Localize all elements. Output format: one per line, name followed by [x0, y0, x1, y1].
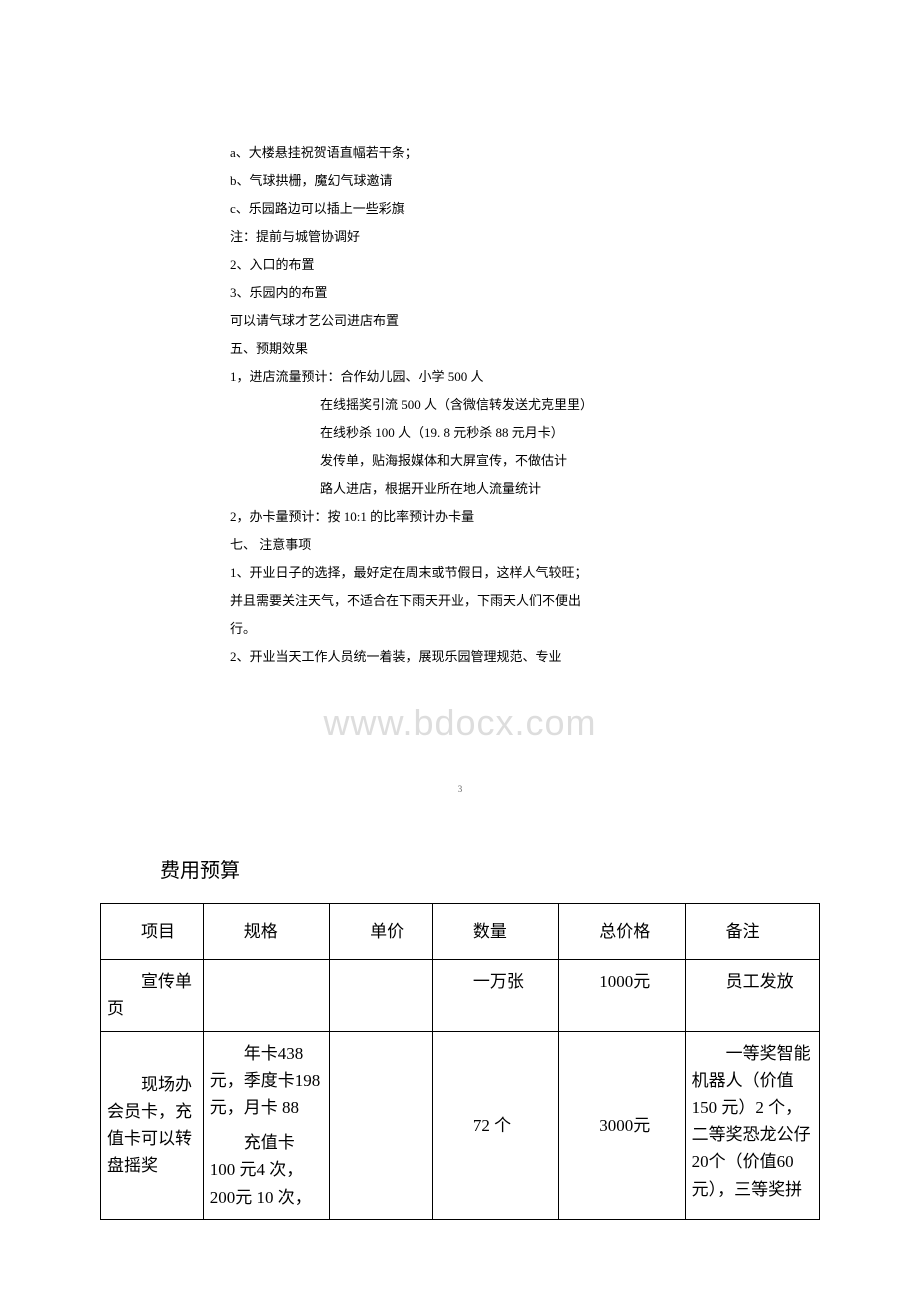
text-line: 注：提前与城管协调好 — [230, 224, 690, 250]
text-line: 五、预期效果 — [230, 336, 690, 362]
cell-spec — [203, 960, 329, 1031]
header-spec: 规格 — [203, 904, 329, 960]
document-body-text: a、大楼悬挂祝贺语直幅若干条； b、气球拱栅，魔幻气球邀请 c、乐园路边可以插上… — [0, 0, 920, 712]
text-line: 七、 注意事项 — [230, 532, 690, 558]
header-price: 单价 — [330, 904, 433, 960]
budget-table: 项目 规格 单价 数量 总价格 备注 宣传单页 一万张 1000元 员工发放 现… — [100, 903, 820, 1220]
text-line-indent: 发传单，贴海报媒体和大屏宣传，不做估计 — [230, 448, 690, 474]
cell-note: 一等奖智能机器人（价值 150 元）2 个，二等奖恐龙公仔 20个（价值60 元… — [685, 1031, 819, 1219]
text-line: 并且需要关注天气，不适合在下雨天开业，下雨天人们不便出 — [230, 588, 690, 614]
header-total: 总价格 — [559, 904, 685, 960]
table-header-row: 项目 规格 单价 数量 总价格 备注 — [101, 904, 820, 960]
text-line: 行。 — [230, 616, 690, 642]
cell-spec: 年卡438 元，季度卡198 元，月卡 88 充值卡 100 元4 次，200元… — [203, 1031, 329, 1219]
text-line-indent: 在线摇奖引流 500 人（含微信转发送尤克里里） — [230, 392, 690, 418]
text-line: a、大楼悬挂祝贺语直幅若干条； — [230, 140, 690, 166]
page-number: 3 — [0, 784, 920, 794]
cell-total: 1000元 — [559, 960, 685, 1031]
header-item: 项目 — [101, 904, 204, 960]
cell-qty: 一万张 — [432, 960, 558, 1031]
cell-item: 宣传单页 — [101, 960, 204, 1031]
budget-title: 费用预算 — [160, 854, 820, 883]
header-note: 备注 — [685, 904, 819, 960]
watermark-text: www.bdocx.com — [0, 702, 920, 744]
cell-price — [330, 960, 433, 1031]
text-line: 可以请气球才艺公司进店布置 — [230, 308, 690, 334]
cell-note: 员工发放 — [685, 960, 819, 1031]
text-line: 2、开业当天工作人员统一着装，展现乐园管理规范、专业 — [230, 644, 690, 670]
text-line: 3、乐园内的布置 — [230, 280, 690, 306]
table-row: 宣传单页 一万张 1000元 员工发放 — [101, 960, 820, 1031]
text-line: 1、开业日子的选择，最好定在周末或节假日，这样人气较旺； — [230, 560, 690, 586]
text-line: 2、入口的布置 — [230, 252, 690, 278]
text-line: b、气球拱栅，魔幻气球邀请 — [230, 168, 690, 194]
cell-item: 现场办会员卡，充值卡可以转盘摇奖 — [101, 1031, 204, 1219]
text-line: 1，进店流量预计：合作幼儿园、小学 500 人 — [230, 364, 690, 390]
cell-qty: 72 个 — [432, 1031, 558, 1219]
header-qty: 数量 — [432, 904, 558, 960]
cell-total: 3000元 — [559, 1031, 685, 1219]
table-row: 现场办会员卡，充值卡可以转盘摇奖 年卡438 元，季度卡198 元，月卡 88 … — [101, 1031, 820, 1219]
text-line: c、乐园路边可以插上一些彩旗 — [230, 196, 690, 222]
text-line-indent: 在线秒杀 100 人（19. 8 元秒杀 88 元月卡） — [230, 420, 690, 446]
text-line: 2，办卡量预计：按 10:1 的比率预计办卡量 — [230, 504, 690, 530]
cell-price — [330, 1031, 433, 1219]
budget-section: 费用预算 项目 规格 单价 数量 总价格 备注 宣传单页 一万张 1000元 员… — [0, 854, 920, 1280]
text-line-indent: 路人进店，根据开业所在地人流量统计 — [230, 476, 690, 502]
